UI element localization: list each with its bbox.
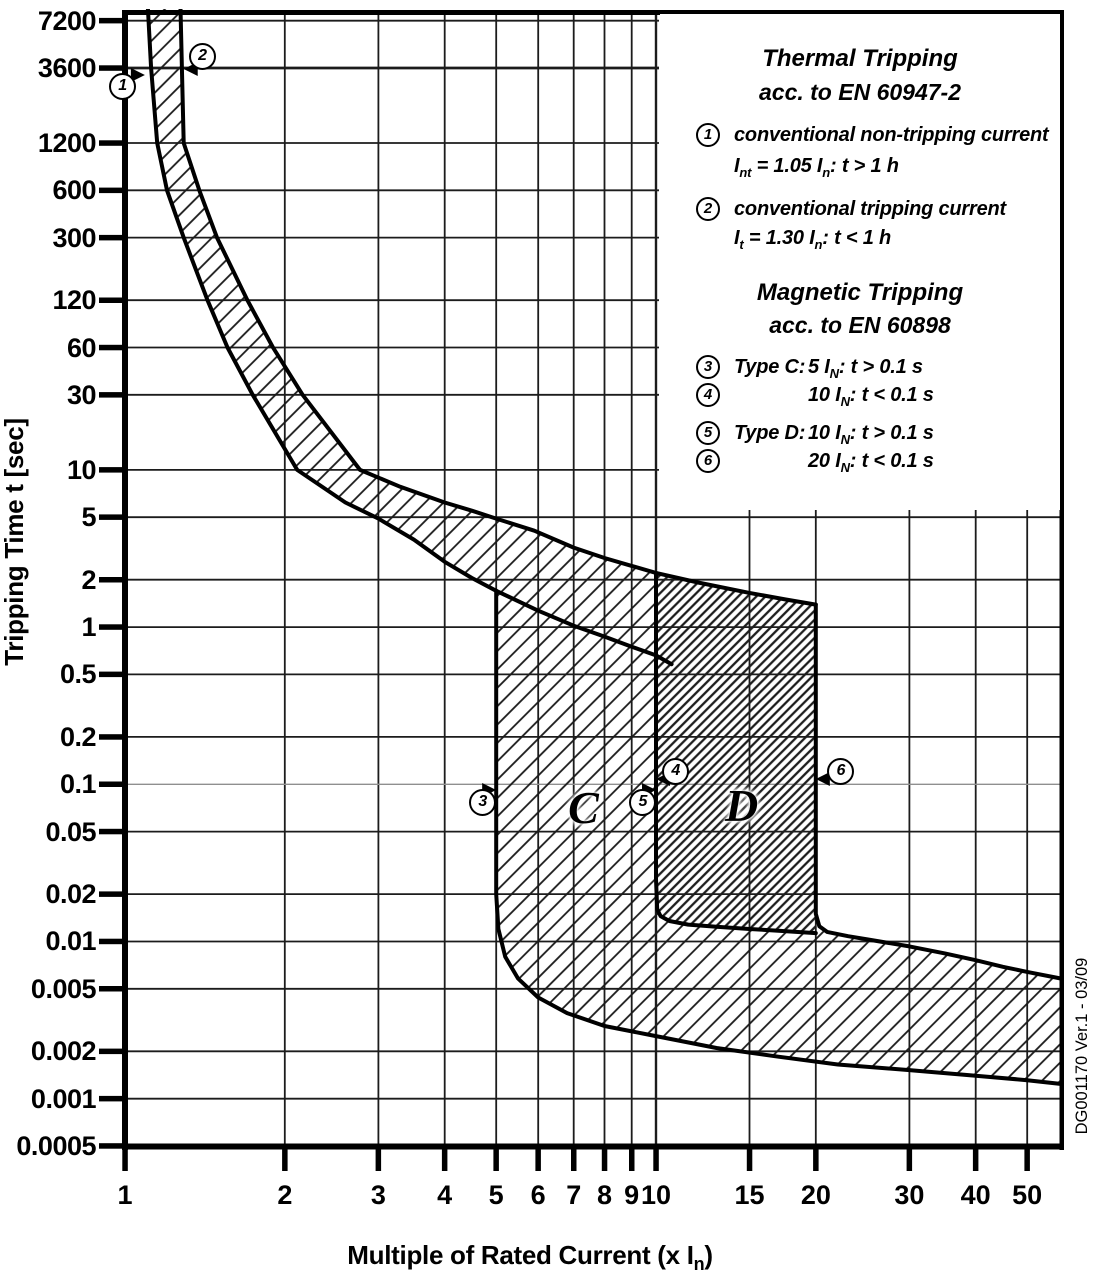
x-axis-title-subscript: n — [693, 1254, 705, 1275]
legend-item-1-formula: Int = 1.05 In: t > 1 h — [660, 151, 1060, 181]
y-tick-label: 0.2 — [59, 721, 97, 752]
x-tick-label: 9 — [624, 1180, 640, 1210]
magnetic-tripping-standard: acc. to EN 60898 — [769, 312, 951, 338]
marker-5: 5 — [629, 788, 657, 816]
y-tick-label: 1 — [81, 612, 96, 643]
y-axis-title: Tripping Time t [sec] — [0, 418, 29, 666]
legend-item-2-formula: It = 1.30 In: t < 1 h — [660, 223, 1060, 253]
y-tick-label: 0.0005 — [16, 1130, 96, 1161]
y-tick-label: 7200 — [37, 5, 97, 36]
x-tick-label: 50 — [1012, 1180, 1043, 1210]
x-tick-label: 8 — [597, 1180, 613, 1210]
x-tick-label: 10 — [640, 1180, 672, 1210]
document-reference: DG001170 Ver.1 - 03/09 — [1073, 957, 1091, 1135]
y-tick-label: 5 — [81, 502, 96, 533]
legend-item-formula: Int = 1.05 In: t > 1 h — [734, 155, 899, 180]
x-tick-label: 15 — [734, 1180, 765, 1210]
y-tick-label: 3600 — [37, 53, 97, 83]
thermal-tripping-title: Thermal Tripping — [762, 45, 958, 72]
marker-2: 2 — [189, 42, 217, 70]
legend-marker-4: 4 — [696, 383, 720, 407]
y-tick-label: 0.001 — [30, 1083, 97, 1114]
legend-item-formula: 5 IN: t > 0.1 s — [808, 356, 923, 381]
marker-1-arrow — [130, 67, 145, 82]
marker-6: 6 — [827, 757, 855, 785]
legend-marker-2: 2 — [696, 197, 720, 221]
x-tick-label: 5 — [488, 1180, 504, 1210]
y-tick-label: 60 — [66, 332, 97, 363]
marker-6-arrow — [815, 771, 830, 786]
legend-item-5: 5 Type D: 10 IN: t > 0.1 s — [660, 418, 1060, 448]
magnetic-tripping-title: Magnetic Tripping — [756, 279, 964, 306]
legend-item-label: Type C: — [734, 356, 806, 378]
marker-4: 4 — [662, 757, 690, 785]
legend-marker-6: 6 — [696, 449, 720, 473]
x-tick-label: 3 — [370, 1180, 386, 1210]
legend-panel: Thermal Tripping acc. to EN 60947-2 Magn… — [660, 14, 1060, 510]
y-tick-label: 0.05 — [45, 816, 96, 847]
legend-item-formula: 10 IN: t < 0.1 s — [808, 384, 934, 409]
legend-item-3: 3 Type C: 5 IN: t > 0.1 s — [660, 352, 1060, 382]
x-axis-title-close: ) — [704, 1240, 713, 1270]
y-tick-label: 0.5 — [59, 659, 97, 690]
legend-item-formula: 20 IN: t < 0.1 s — [808, 450, 934, 475]
legend-item-4: 4 10 IN: t < 0.1 s — [660, 380, 1060, 410]
x-tick-label: 2 — [277, 1180, 293, 1210]
y-tick-label: 0.02 — [45, 879, 96, 910]
marker-3: 3 — [469, 788, 497, 816]
legend-marker-5: 5 — [696, 421, 720, 445]
x-tick-label: 6 — [530, 1180, 546, 1210]
y-tick-label: 30 — [66, 379, 97, 410]
legend-item-label: Type D: — [734, 422, 806, 444]
legend-item-formula: It = 1.30 In: t < 1 h — [734, 227, 892, 252]
y-tick-label: 0.1 — [59, 769, 97, 800]
legend-item-2: 2 conventional tripping current — [660, 194, 1060, 224]
x-tick-label: 40 — [960, 1180, 991, 1210]
legend-item-1: 1 conventional non-tripping current — [660, 120, 1060, 150]
y-tick-label: 2 — [81, 564, 96, 595]
legend-item-label: conventional non-tripping current — [734, 124, 1049, 146]
legend-item-label: conventional tripping current — [734, 198, 1006, 220]
zone-label-D: D — [725, 780, 759, 832]
y-tick-label: 0.01 — [45, 926, 96, 957]
y-tick-label: 0.005 — [30, 973, 97, 1004]
y-tick-label: 0.002 — [30, 1036, 97, 1067]
x-tick-label: 30 — [894, 1180, 925, 1210]
x-axis-title: Multiple of Rated Current (x In) — [330, 1240, 730, 1275]
legend-item-formula: 10 IN: t > 0.1 s — [808, 422, 934, 447]
thermal-tripping-standard: acc. to EN 60947-2 — [758, 79, 961, 105]
x-tick-label: 1 — [117, 1180, 133, 1210]
legend-item-6: 6 20 IN: t < 0.1 s — [660, 446, 1060, 476]
x-tick-label: 7 — [566, 1180, 582, 1210]
legend-marker-1: 1 — [696, 123, 720, 147]
y-tick-label: 1200 — [37, 128, 97, 158]
zone-label-C: C — [568, 782, 599, 834]
marker-1: 1 — [109, 72, 137, 100]
y-tick-label: 300 — [52, 222, 96, 253]
y-tick-label: 120 — [52, 285, 96, 316]
x-tick-label: 20 — [800, 1180, 831, 1210]
y-tick-label: 600 — [52, 175, 96, 206]
y-tick-label: 10 — [66, 454, 97, 485]
legend-marker-3: 3 — [696, 355, 720, 379]
x-tick-label: 4 — [437, 1180, 453, 1210]
x-axis-title-text: Multiple of Rated Current (x I — [347, 1240, 694, 1270]
